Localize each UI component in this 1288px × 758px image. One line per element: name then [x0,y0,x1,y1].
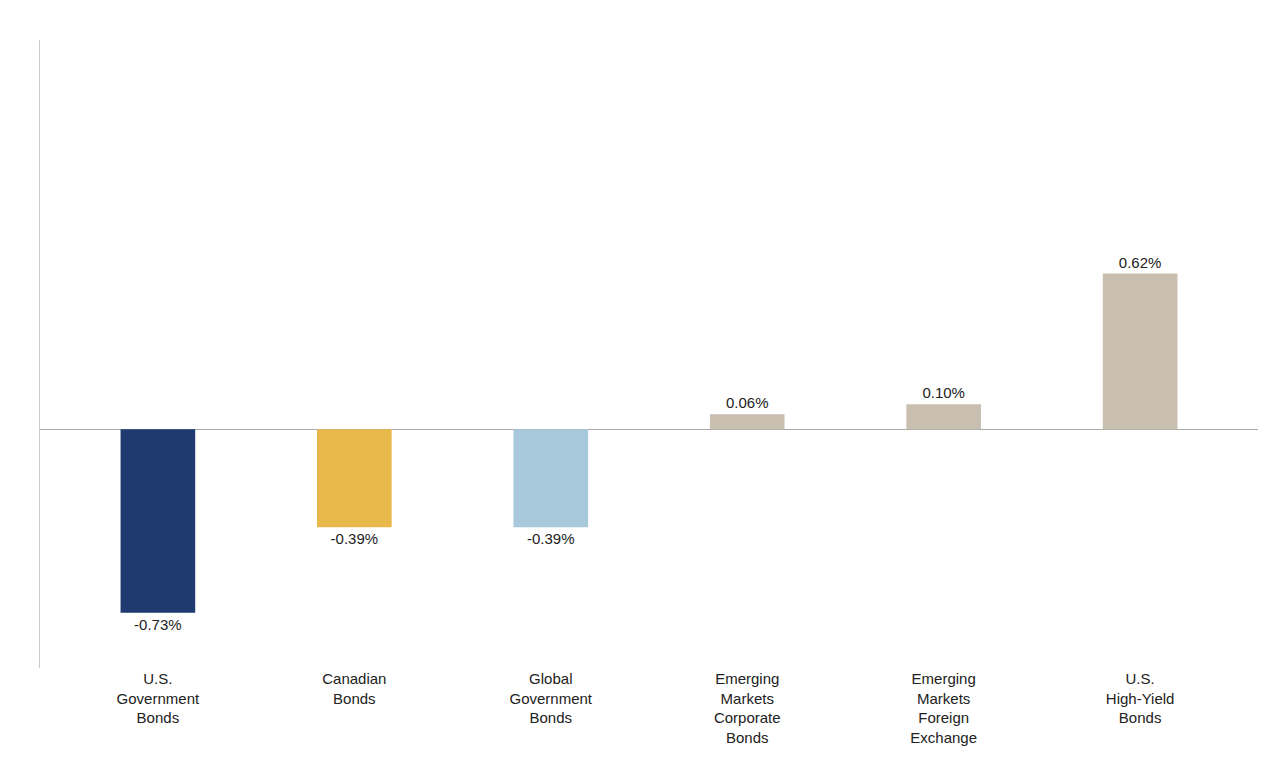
svg-text:GlobalGovernmentBonds: GlobalGovernmentBonds [509,670,592,726]
svg-text:U.S.GovernmentBonds: U.S.GovernmentBonds [117,670,200,726]
svg-text:0.10%: 0.10% [922,384,965,401]
svg-text:EmergingMarketsForeignExchange: EmergingMarketsForeignExchange [910,670,977,746]
svg-text:-0.39%: -0.39% [331,530,379,547]
svg-text:CanadianBonds: CanadianBonds [322,670,386,707]
svg-text:0.06%: 0.06% [726,394,769,411]
svg-text:0.62%: 0.62% [1119,254,1162,271]
svg-text:-0.73%: -0.73% [134,616,182,633]
svg-text:-0.39%: -0.39% [527,530,575,547]
svg-text:U.S.High-YieldBonds: U.S.High-YieldBonds [1106,670,1175,726]
svg-text:EmergingMarketsCorporateBonds: EmergingMarketsCorporateBonds [714,670,781,746]
